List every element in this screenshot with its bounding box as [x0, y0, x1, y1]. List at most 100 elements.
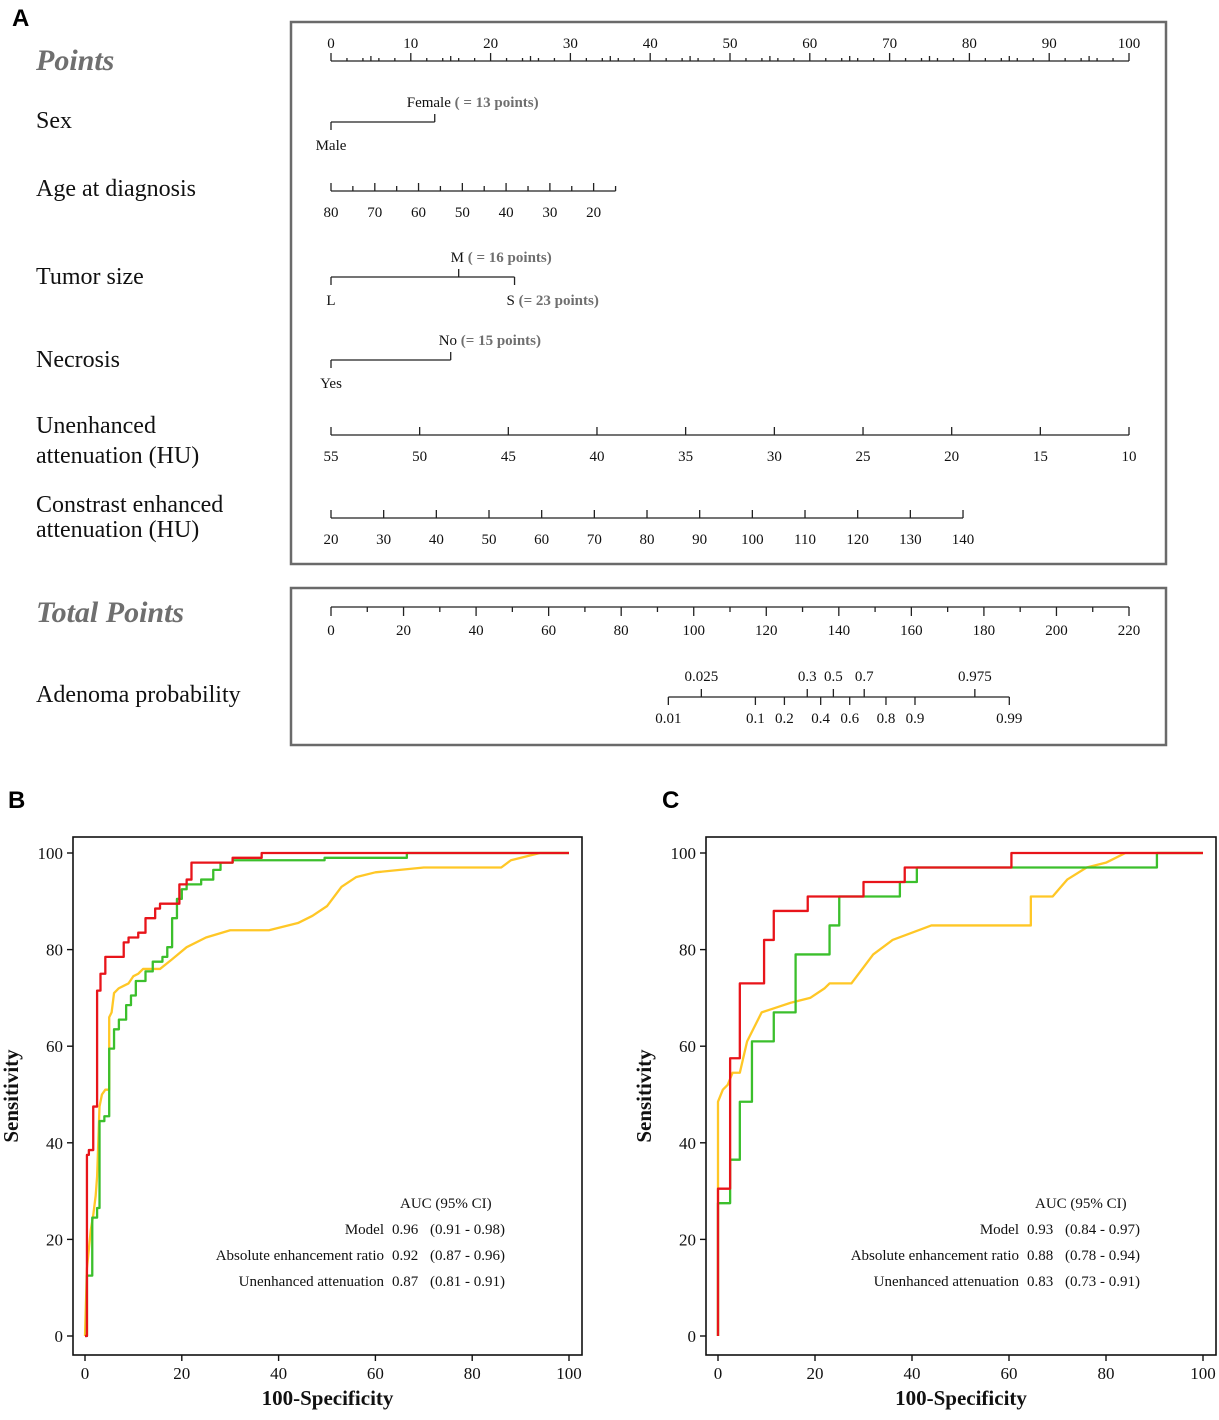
roc-x-tick-label: 100 — [556, 1364, 582, 1383]
probability-row-label: Adenoma probability — [36, 682, 241, 708]
roc-panel-b: 0 20 40 60 80 100 0 20 40 60 80 100 100-Specificity S… — [0, 836, 583, 1410]
continuous-tick-label: 30 — [542, 205, 557, 221]
level-points-note: ( = 13 points) — [451, 95, 539, 111]
legend-auc-value: 0.88 — [1027, 1248, 1053, 1264]
continuous-tick-label: 140 — [952, 532, 975, 548]
roc-x-tick-label: 20 — [173, 1364, 190, 1383]
roc-curve-unenhanced-attenuation — [83, 851, 569, 1337]
continuous-tick-label: 15 — [1033, 449, 1048, 465]
level-name: Male — [316, 138, 347, 154]
continuous-tick-label: 70 — [367, 205, 382, 221]
continuous-tick-label: 80 — [324, 205, 339, 221]
total-points-tick-label: 0 — [327, 623, 335, 639]
points-tick-label: 50 — [723, 36, 738, 52]
roc-x-axis-title: 100-Specificity — [262, 1386, 394, 1410]
legend-auc-value: 0.87 — [392, 1274, 419, 1290]
probability-tick-label: 0.99 — [996, 711, 1022, 727]
roc-y-tick-label: 80 — [679, 941, 696, 960]
nomogram-scales: Points 0 10 20 30 40 50 60 70 80 90 100SexMaleFemal… — [35, 36, 1140, 727]
roc-curve-model — [716, 851, 1203, 1336]
points-tick-label: 30 — [563, 36, 578, 52]
level-points-note: (= 15 points) — [457, 333, 541, 349]
row-label-line: attenuation (HU) — [36, 443, 199, 469]
legend-auc-value: 0.92 — [392, 1248, 418, 1264]
probability-tick-label: 0.9 — [906, 711, 925, 727]
continuous-tick-label: 120 — [846, 532, 869, 548]
level-points-note: ( = 16 points) — [464, 250, 552, 266]
continuous-tick-label: 110 — [794, 532, 816, 548]
roc-x-tick-label: 80 — [1098, 1364, 1115, 1383]
legend-auc-value: 0.83 — [1027, 1274, 1053, 1290]
continuous-tick-label: 80 — [640, 532, 655, 548]
panel-letter-b: B — [8, 787, 25, 814]
nomogram-panel: Points 0 10 20 30 40 50 60 70 80 90 100SexMaleFemal… — [35, 20, 1168, 747]
continuous-tick-label: 10 — [1122, 449, 1137, 465]
continuous-tick-label: 45 — [501, 449, 516, 465]
roc-x-axis-title: 100-Specificity — [895, 1386, 1027, 1410]
row-label: Constrast enhanced attenuation (HU) — [36, 492, 223, 543]
legend-ci-value: (0.78 - 0.94) — [1065, 1248, 1140, 1264]
continuous-tick-label: 35 — [678, 449, 693, 465]
panel-letter-c: C — [662, 787, 679, 814]
probability-tick-label: 0.8 — [877, 711, 896, 727]
total-points-tick-label: 80 — [614, 623, 629, 639]
points-tick-label: 0 — [327, 36, 335, 52]
nomogram-top-box — [289, 20, 1168, 566]
continuous-tick-label: 130 — [899, 532, 922, 548]
probability-tick-label: 0.3 — [798, 669, 817, 685]
roc-y-tick-label: 60 — [46, 1037, 63, 1056]
legend-series-name: Absolute enhancement ratio — [216, 1248, 384, 1264]
continuous-tick-label: 70 — [587, 532, 602, 548]
level-label: Male — [316, 138, 347, 154]
row-label: Unenhanced attenuation (HU) — [36, 413, 199, 469]
continuous-tick-label: 30 — [767, 449, 782, 465]
total-points-label: Total Points — [36, 596, 184, 629]
probability-tick-label: 0.975 — [958, 669, 992, 685]
continuous-tick-label: 40 — [499, 205, 514, 221]
level-name: No — [439, 333, 457, 349]
legend-series-name: Unenhanced attenuation — [239, 1274, 385, 1290]
continuous-tick-label: 30 — [376, 532, 391, 548]
points-tick-label: 10 — [403, 36, 418, 52]
continuous-tick-label: 20 — [586, 205, 601, 221]
continuous-tick-label: 50 — [455, 205, 470, 221]
nomogram-bottom-box — [289, 586, 1168, 747]
legend-auc-value: 0.96 — [392, 1222, 419, 1238]
roc-x-tick-label: 60 — [1001, 1364, 1018, 1383]
roc-frame — [705, 836, 1217, 1356]
continuous-tick-label: 55 — [324, 449, 339, 465]
roc-y-tick-label: 0 — [55, 1327, 64, 1346]
probability-tick-label: 0.1 — [746, 711, 765, 727]
roc-curve-model — [85, 851, 569, 1338]
roc-curve-absolute-enhancement-ratio — [85, 851, 569, 1338]
probability-tick-label: 0.2 — [775, 711, 794, 727]
legend-title: AUC (95% CI) — [1035, 1196, 1127, 1212]
legend-series-name: Model — [345, 1222, 384, 1238]
legend-title: AUC (95% CI) — [400, 1196, 492, 1212]
roc-y-axis-title: Sensitivity — [632, 1049, 656, 1143]
total-points-tick-label: 140 — [828, 623, 851, 639]
continuous-tick-label: 50 — [412, 449, 427, 465]
roc-y-tick-label: 20 — [46, 1230, 63, 1249]
roc-x-tick-label: 100 — [1190, 1364, 1216, 1383]
roc-y-tick-label: 20 — [679, 1230, 696, 1249]
roc-y-tick-label: 40 — [46, 1134, 63, 1153]
probability-tick-label: 0.5 — [824, 669, 843, 685]
points-tick-label: 90 — [1042, 36, 1057, 52]
level-label: No (= 15 points) — [439, 333, 541, 349]
roc-y-tick-label: 60 — [679, 1037, 696, 1056]
continuous-tick-label: 40 — [589, 449, 604, 465]
continuous-tick-label: 25 — [856, 449, 871, 465]
probability-tick-label: 0.7 — [855, 669, 874, 685]
roc-frame — [72, 836, 583, 1356]
total-points-tick-label: 120 — [755, 623, 778, 639]
probability-tick-label: 0.01 — [655, 711, 681, 727]
points-tick-label: 60 — [802, 36, 817, 52]
points-tick-label: 100 — [1118, 36, 1141, 52]
row-label: Age at diagnosis — [36, 176, 196, 202]
continuous-tick-label: 20 — [324, 532, 339, 548]
continuous-tick-label: 20 — [944, 449, 959, 465]
probability-tick-label: 0.025 — [684, 669, 718, 685]
level-label: L — [326, 293, 335, 309]
